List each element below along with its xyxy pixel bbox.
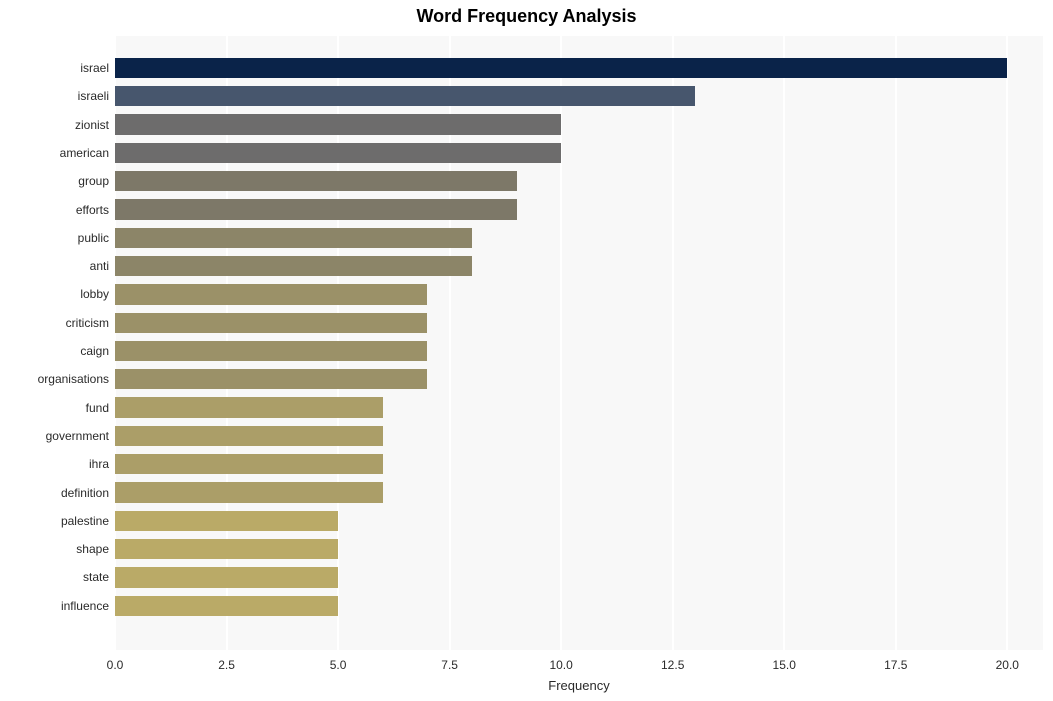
y-tick-label: anti [90, 259, 115, 273]
y-tick-label: organisations [38, 372, 115, 386]
chart-title: Word Frequency Analysis [0, 6, 1053, 27]
y-tick-label: efforts [76, 203, 115, 217]
bar [115, 114, 561, 134]
bar [115, 369, 427, 389]
y-tick-label: criticism [66, 316, 115, 330]
y-tick-label: israel [80, 61, 115, 75]
x-tick-label: 2.5 [218, 650, 235, 672]
word-frequency-chart: Word Frequency Analysis Frequency 0.02.5… [0, 0, 1053, 701]
y-tick-label: american [60, 146, 115, 160]
y-tick-label: influence [61, 599, 115, 613]
bar [115, 228, 472, 248]
y-tick-label: israeli [78, 89, 115, 103]
y-tick-label: government [46, 429, 115, 443]
bar [115, 426, 383, 446]
y-tick-label: lobby [80, 287, 115, 301]
plot-area: Frequency 0.02.55.07.510.012.515.017.520… [115, 36, 1043, 650]
bar [115, 199, 517, 219]
x-tick-label: 10.0 [549, 650, 572, 672]
x-tick-label: 17.5 [884, 650, 907, 672]
y-tick-label: fund [86, 401, 115, 415]
bar [115, 482, 383, 502]
bar [115, 171, 517, 191]
x-tick-label: 0.0 [107, 650, 124, 672]
y-tick-label: public [78, 231, 115, 245]
x-tick-label: 7.5 [441, 650, 458, 672]
bar [115, 596, 338, 616]
gridline [783, 36, 785, 650]
gridline [1006, 36, 1008, 650]
plot-inner [115, 36, 1043, 650]
x-tick-label: 20.0 [996, 650, 1019, 672]
y-tick-label: zionist [75, 118, 115, 132]
bar [115, 397, 383, 417]
y-tick-label: shape [76, 542, 115, 556]
bar [115, 143, 561, 163]
bar [115, 454, 383, 474]
bar [115, 313, 427, 333]
gridline [672, 36, 674, 650]
bar [115, 58, 1007, 78]
x-tick-label: 12.5 [661, 650, 684, 672]
bar [115, 284, 427, 304]
bar [115, 511, 338, 531]
y-tick-label: definition [61, 486, 115, 500]
y-tick-label: ihra [89, 457, 115, 471]
bar [115, 86, 695, 106]
x-tick-label: 15.0 [773, 650, 796, 672]
gridline [895, 36, 897, 650]
y-tick-label: palestine [61, 514, 115, 528]
x-tick-label: 5.0 [330, 650, 347, 672]
y-tick-label: state [83, 570, 115, 584]
bar [115, 567, 338, 587]
bar [115, 256, 472, 276]
bar [115, 539, 338, 559]
bar [115, 341, 427, 361]
y-tick-label: caign [80, 344, 115, 358]
y-tick-label: group [78, 174, 115, 188]
